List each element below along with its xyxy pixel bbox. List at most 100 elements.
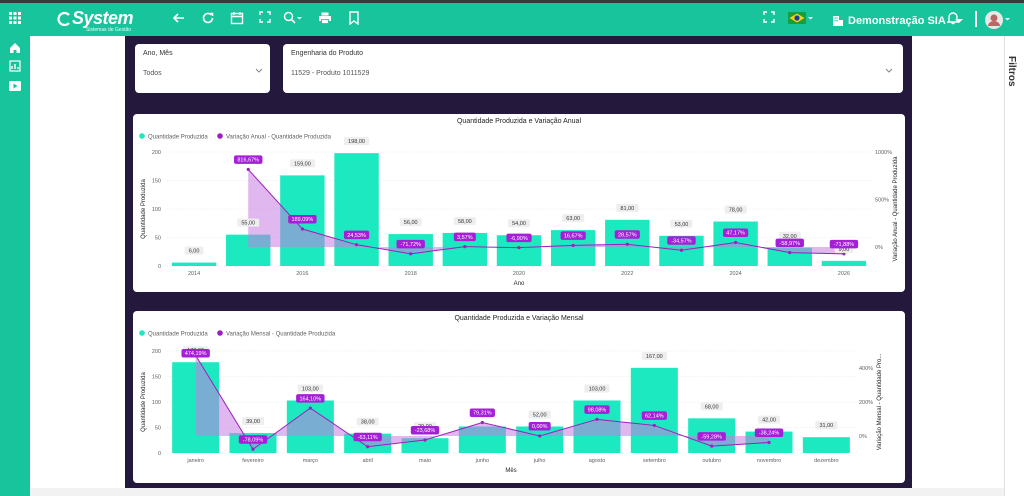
- chart-icon[interactable]: [7, 58, 23, 74]
- bar-data-label: 42,00: [758, 415, 780, 424]
- variation-label-text: -34,57%: [671, 238, 692, 244]
- variation-data-label: 24,53%: [343, 230, 370, 240]
- variation-data-label: 0,00%: [528, 422, 551, 431]
- variation-point[interactable]: [308, 406, 312, 410]
- monthly-chart: Quantidade Produzida e Variação Mensal Qu…: [139, 315, 883, 474]
- monthly-chart-panel: Quantidade Produzida e Variação Mensal Qu…: [133, 311, 905, 483]
- variation-label-text: 474,19%: [185, 351, 207, 357]
- bar-label-bg: [616, 203, 639, 212]
- x-tick-label: janeiro: [186, 458, 204, 464]
- variation-point[interactable]: [354, 243, 359, 247]
- building-icon: [833, 16, 843, 26]
- variation-point[interactable]: [788, 251, 792, 255]
- legend-label: Quantidade Produzida: [148, 332, 208, 338]
- bar[interactable]: [630, 367, 678, 453]
- filters-pane[interactable]: [1004, 36, 1024, 496]
- y-tick-label: 200: [152, 349, 161, 355]
- y-tick-label: 100: [152, 400, 161, 406]
- filters-label[interactable]: Filtros: [1006, 56, 1017, 87]
- chevron-down-icon[interactable]: [255, 68, 263, 74]
- brazil-flag-icon[interactable]: [788, 11, 814, 25]
- x-axis-title: Mês: [505, 468, 516, 474]
- variation-point[interactable]: [300, 227, 304, 231]
- bar-label-bg: [453, 216, 476, 225]
- variation-label-text: 816,67%: [237, 158, 259, 164]
- bar-label-bg: [528, 410, 551, 419]
- variation-point[interactable]: [538, 434, 542, 438]
- bar-data-label: 78,00: [724, 205, 747, 214]
- avatar-icon[interactable]: [985, 10, 1013, 30]
- user-menu[interactable]: Demonstração SIA: [832, 11, 964, 31]
- variation-label-bg: [469, 408, 495, 418]
- variation-point[interactable]: [842, 252, 846, 256]
- bar[interactable]: [516, 426, 564, 453]
- logo-subtitle: Sistemas de Gestão: [86, 27, 132, 33]
- arrow-left-icon[interactable]: [172, 11, 186, 25]
- x-tick-label: setembro: [643, 458, 666, 464]
- variation-data-label: -59,28%: [697, 432, 726, 441]
- variation-point[interactable]: [480, 420, 484, 425]
- chevron-down-icon[interactable]: [885, 68, 893, 74]
- bar-label-bg: [184, 246, 204, 255]
- fullscreen-icon[interactable]: [259, 11, 271, 23]
- bookmark-icon[interactable]: [348, 11, 360, 25]
- variation-point[interactable]: [710, 444, 714, 448]
- calendar-icon[interactable]: [230, 11, 244, 25]
- grid-icon[interactable]: [8, 11, 22, 25]
- variation-point[interactable]: [246, 167, 250, 172]
- period-slicer[interactable]: Ano, Mês Todos: [135, 44, 270, 93]
- bar-label-text: 6,00: [189, 249, 200, 255]
- variation-label-bg: [614, 230, 640, 239]
- variation-point[interactable]: [409, 252, 413, 256]
- logo-swirl-icon: [57, 11, 70, 26]
- variation-point[interactable]: [679, 248, 684, 252]
- bar[interactable]: [334, 153, 379, 266]
- refresh-icon[interactable]: [201, 11, 215, 25]
- bar-label-bg: [700, 402, 723, 411]
- bar[interactable]: [821, 260, 867, 266]
- fullscreen-icon[interactable]: [763, 11, 775, 23]
- variation-label-bg: [234, 155, 263, 164]
- bar-label-bg: [297, 384, 323, 393]
- home-icon[interactable]: [7, 40, 23, 56]
- variation-point[interactable]: [517, 246, 521, 250]
- variation-point[interactable]: [767, 440, 771, 445]
- x-tick-label: abril: [362, 458, 372, 464]
- product-slicer-value[interactable]: 11529 - Produto 1011529: [291, 70, 370, 77]
- variation-area: [195, 355, 769, 450]
- variation-label-text: 164,10%: [299, 396, 321, 402]
- y2-tick-label: 500%: [875, 198, 889, 204]
- bell-icon[interactable]: [947, 11, 959, 25]
- chart-title: Quantidade Produzida e Variação Mensal: [454, 315, 584, 322]
- variation-data-label: 28,57%: [614, 230, 640, 239]
- legend-marker: [139, 133, 145, 139]
- variation-point[interactable]: [595, 417, 599, 421]
- bar-data-label: 52,00: [528, 410, 551, 419]
- variation-point[interactable]: [625, 242, 629, 246]
- variation-point[interactable]: [366, 445, 370, 449]
- variation-point[interactable]: [571, 243, 575, 248]
- variation-point[interactable]: [652, 423, 656, 428]
- print-icon[interactable]: [318, 11, 332, 25]
- product-slicer[interactable]: Engenharia do Produto 11529 - Produto 10…: [283, 44, 903, 93]
- bar-data-label: 58,00: [453, 216, 476, 225]
- y-tick-label: 0: [158, 451, 161, 457]
- variation-point[interactable]: [251, 447, 255, 451]
- bar[interactable]: [802, 437, 850, 453]
- variation-point[interactable]: [734, 240, 738, 245]
- variation-point[interactable]: [463, 245, 467, 249]
- variation-data-label: -6,90%: [506, 233, 532, 243]
- period-slicer-value[interactable]: Todos: [143, 70, 162, 77]
- variation-label-text: 0,00%: [532, 424, 548, 430]
- video-icon[interactable]: [7, 78, 23, 94]
- bar-label-bg: [584, 384, 610, 393]
- y2-tick-label: 0%: [875, 245, 883, 251]
- app-logo: System Sistemas de Gestão: [56, 8, 134, 33]
- x-tick-label: 2024: [729, 271, 741, 277]
- bar[interactable]: [171, 262, 217, 266]
- variation-label-bg: [506, 233, 532, 243]
- separator: [975, 11, 977, 27]
- zoom-icon[interactable]: [283, 11, 303, 25]
- bar[interactable]: [401, 438, 449, 453]
- variation-point[interactable]: [423, 438, 427, 442]
